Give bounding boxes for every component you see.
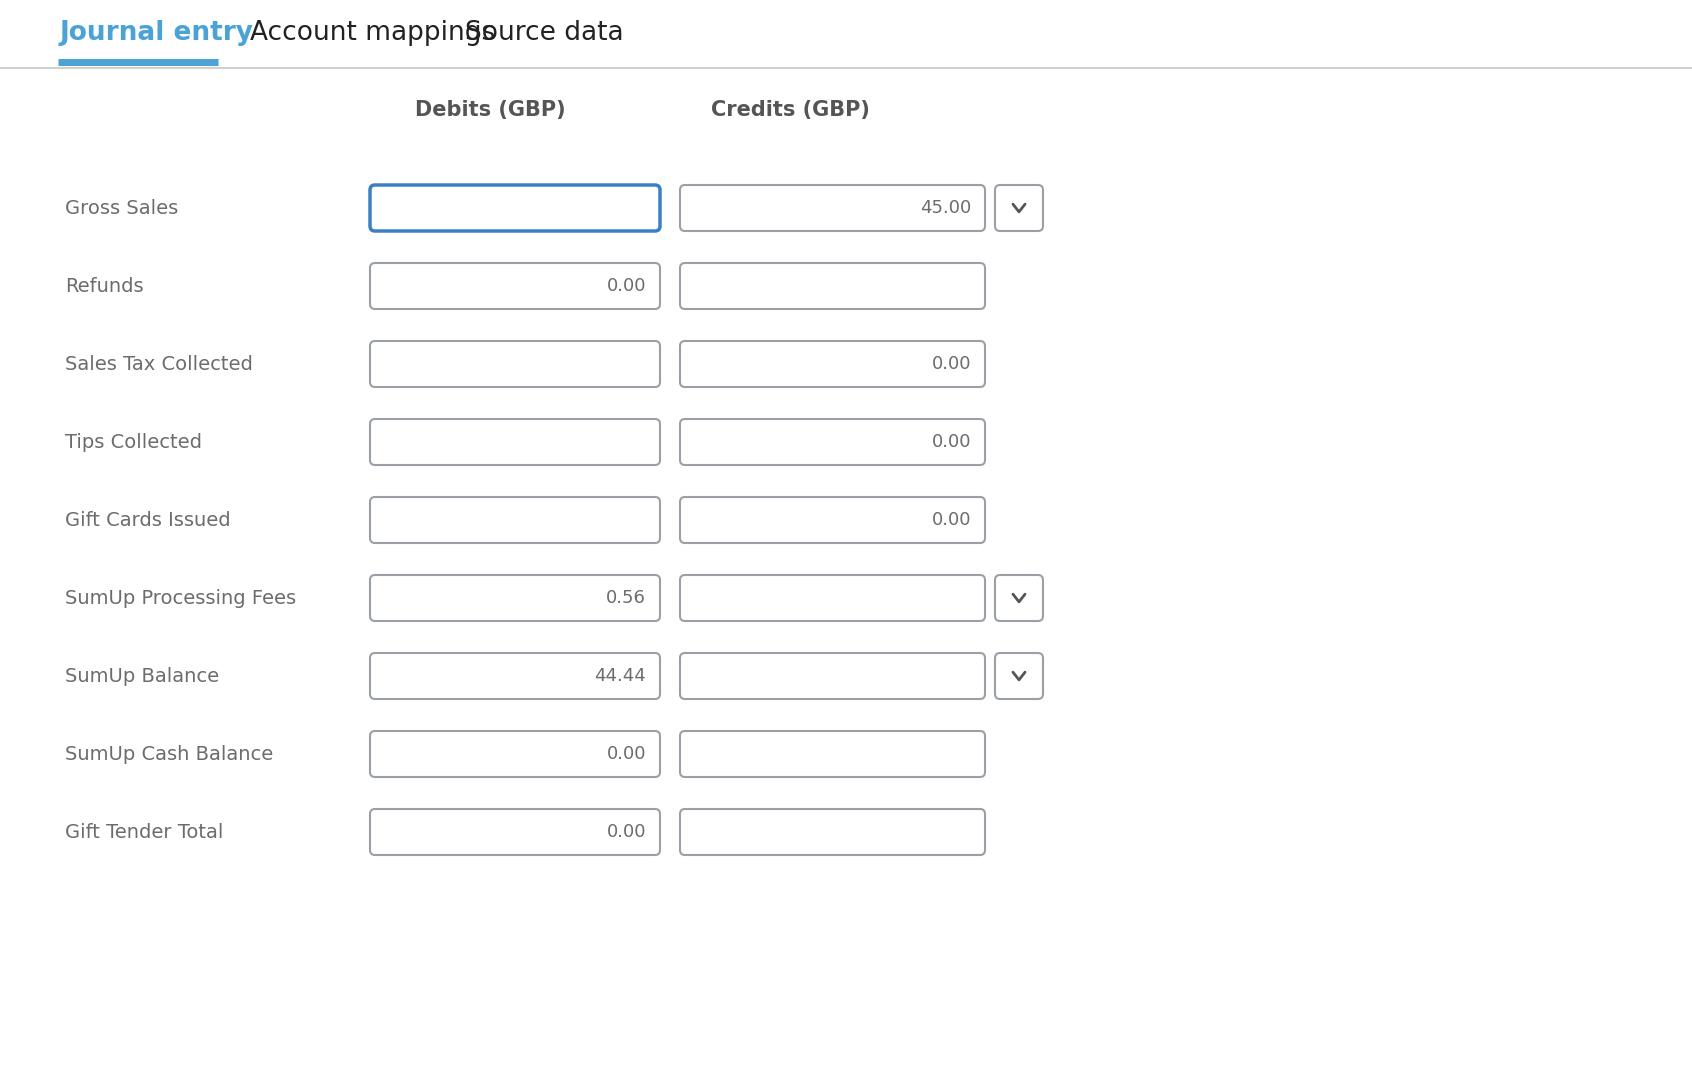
FancyBboxPatch shape [371, 185, 660, 231]
FancyBboxPatch shape [371, 497, 660, 543]
Text: 0.00: 0.00 [932, 511, 971, 529]
FancyBboxPatch shape [680, 419, 985, 465]
Text: 0.00: 0.00 [606, 277, 646, 295]
Text: Account mappings: Account mappings [250, 20, 496, 46]
Text: SumUp Balance: SumUp Balance [64, 666, 220, 686]
FancyBboxPatch shape [680, 808, 985, 855]
Text: SumUp Processing Fees: SumUp Processing Fees [64, 589, 296, 608]
Text: 0.00: 0.00 [606, 745, 646, 763]
FancyBboxPatch shape [680, 263, 985, 309]
FancyBboxPatch shape [371, 575, 660, 621]
Text: Source data: Source data [465, 20, 624, 46]
Text: Tips Collected: Tips Collected [64, 432, 201, 452]
Text: Sales Tax Collected: Sales Tax Collected [64, 355, 252, 373]
Text: Journal entry: Journal entry [59, 20, 254, 46]
FancyBboxPatch shape [371, 419, 660, 465]
Text: Credits (GBP): Credits (GBP) [711, 100, 870, 120]
Text: Refunds: Refunds [64, 276, 144, 295]
FancyBboxPatch shape [680, 185, 985, 231]
FancyBboxPatch shape [680, 653, 985, 699]
Text: 0.00: 0.00 [606, 823, 646, 841]
FancyBboxPatch shape [995, 575, 1042, 621]
Text: 0.56: 0.56 [606, 589, 646, 607]
FancyBboxPatch shape [371, 808, 660, 855]
Text: 44.44: 44.44 [594, 667, 646, 685]
FancyBboxPatch shape [371, 341, 660, 387]
FancyBboxPatch shape [680, 497, 985, 543]
Text: 0.00: 0.00 [932, 355, 971, 373]
FancyBboxPatch shape [371, 653, 660, 699]
Text: 0.00: 0.00 [932, 433, 971, 451]
Text: SumUp Cash Balance: SumUp Cash Balance [64, 745, 272, 763]
FancyBboxPatch shape [371, 263, 660, 309]
FancyBboxPatch shape [995, 185, 1042, 231]
FancyBboxPatch shape [680, 341, 985, 387]
FancyBboxPatch shape [680, 731, 985, 777]
Text: Gross Sales: Gross Sales [64, 198, 178, 218]
FancyBboxPatch shape [995, 653, 1042, 699]
Text: Gift Tender Total: Gift Tender Total [64, 823, 223, 842]
Text: 45.00: 45.00 [920, 199, 971, 217]
Text: Gift Cards Issued: Gift Cards Issued [64, 511, 230, 529]
FancyBboxPatch shape [371, 731, 660, 777]
FancyBboxPatch shape [680, 575, 985, 621]
Text: Debits (GBP): Debits (GBP) [415, 100, 565, 120]
